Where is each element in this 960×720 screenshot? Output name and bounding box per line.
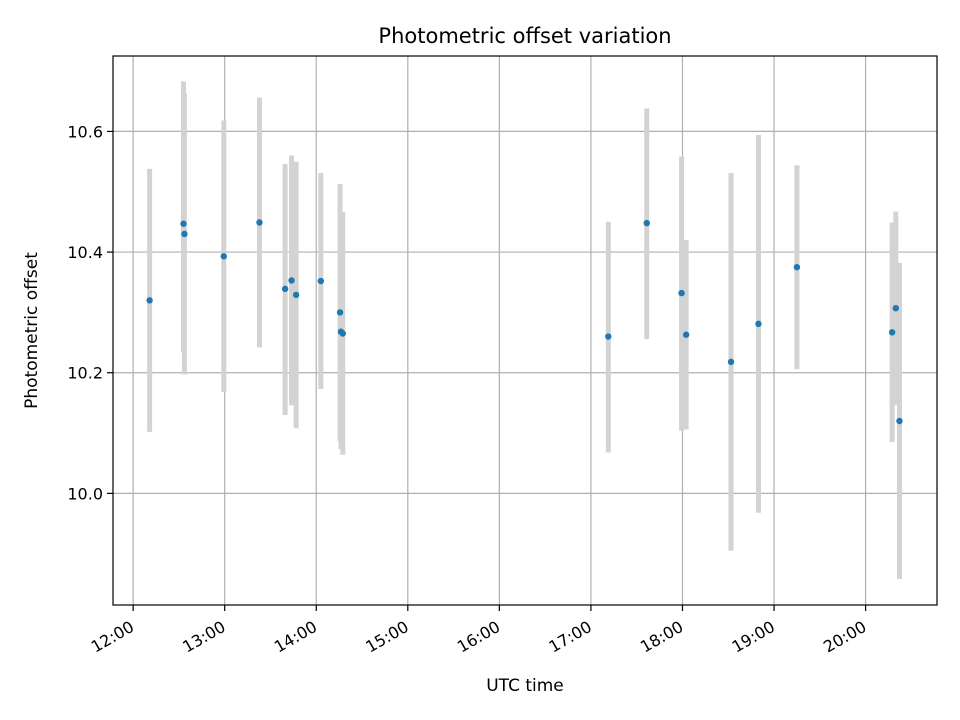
data-point [755,320,762,328]
x-tick-label: 18:00 [637,617,686,657]
y-tick-label: 10.0 [67,484,103,503]
data-point [146,297,153,304]
y-tick-label: 10.2 [67,364,103,383]
x-tick-label: 15:00 [362,617,411,657]
data-point [892,304,899,312]
data-point [888,329,896,336]
data-point [220,253,227,260]
x-tick-label: 14:00 [271,617,320,657]
x-tick-label: 12:00 [88,617,137,657]
x-axis-label: UTC time [486,676,564,696]
data-point [180,220,187,227]
data-point [288,277,295,284]
data-point [281,285,289,293]
chart-title: Photometric offset variation [378,24,671,48]
data-point [896,417,903,425]
data-point [292,291,300,299]
y-tick-label: 10.6 [67,122,103,141]
data-point [678,289,685,297]
y-tick-label: 10.4 [67,243,103,262]
data-point [605,333,612,340]
x-tick-label: 19:00 [729,617,778,657]
y-axis-label: Photometric offset [22,252,42,409]
data-point [643,219,650,227]
data-point [256,219,263,226]
x-tick-label: 13:00 [179,617,228,657]
grid [113,56,937,605]
data-point [336,309,344,316]
data-point [793,263,801,271]
error-bars [147,81,902,580]
x-tick-label: 20:00 [820,617,869,657]
data-point [727,358,735,366]
x-tick-label: 16:00 [454,617,503,657]
data-point [339,330,347,337]
data-point [181,230,188,238]
plot-frame [112,55,938,606]
data-point [682,331,690,338]
y-axis: 10.0 10.2 10.4 10.6 [67,122,113,503]
x-tick-label: 17:00 [545,617,594,657]
x-axis: 12:00 13:00 14:00 15:00 16:00 17:00 18:00 19:00… [88,605,870,657]
data-points [146,219,903,425]
data-point [317,277,325,285]
